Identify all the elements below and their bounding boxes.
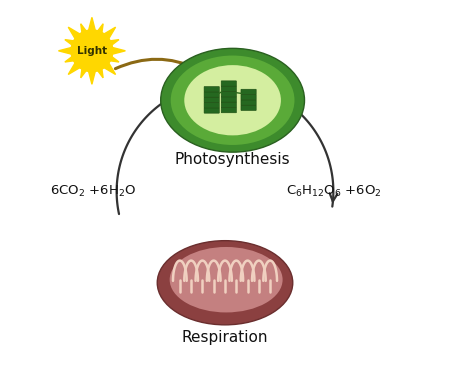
FancyBboxPatch shape	[204, 87, 219, 92]
Polygon shape	[81, 67, 87, 78]
Text: Photosynthesis: Photosynthesis	[175, 152, 290, 167]
Polygon shape	[103, 61, 116, 74]
Ellipse shape	[184, 65, 281, 135]
Polygon shape	[65, 39, 76, 46]
Text: 6CO$_2$ +6H$_2$O: 6CO$_2$ +6H$_2$O	[50, 184, 136, 199]
FancyBboxPatch shape	[204, 92, 219, 97]
FancyBboxPatch shape	[241, 95, 256, 100]
FancyBboxPatch shape	[241, 100, 256, 105]
FancyBboxPatch shape	[204, 97, 219, 103]
FancyBboxPatch shape	[204, 103, 219, 108]
Polygon shape	[68, 27, 81, 40]
FancyBboxPatch shape	[204, 108, 219, 113]
Circle shape	[71, 30, 113, 72]
FancyBboxPatch shape	[241, 89, 256, 95]
FancyBboxPatch shape	[221, 102, 236, 108]
FancyBboxPatch shape	[241, 105, 256, 111]
FancyBboxPatch shape	[221, 86, 236, 92]
Polygon shape	[108, 56, 119, 62]
Polygon shape	[103, 27, 116, 40]
Polygon shape	[88, 17, 96, 32]
Ellipse shape	[170, 247, 283, 313]
Text: Light: Light	[77, 46, 107, 56]
Polygon shape	[97, 24, 103, 34]
Polygon shape	[108, 39, 119, 46]
FancyBboxPatch shape	[221, 81, 236, 86]
Polygon shape	[68, 61, 81, 74]
Ellipse shape	[161, 48, 305, 152]
Ellipse shape	[157, 241, 293, 325]
Text: Respiration: Respiration	[182, 330, 268, 345]
Polygon shape	[97, 67, 103, 78]
Polygon shape	[111, 47, 126, 55]
Polygon shape	[58, 47, 73, 55]
FancyBboxPatch shape	[221, 97, 236, 102]
FancyBboxPatch shape	[221, 108, 236, 113]
Ellipse shape	[171, 56, 294, 145]
Polygon shape	[81, 24, 87, 34]
Text: C$_6$H$_{12}$O$_6$ +6O$_2$: C$_6$H$_{12}$O$_6$ +6O$_2$	[286, 184, 382, 199]
Polygon shape	[88, 70, 96, 84]
FancyBboxPatch shape	[221, 92, 236, 97]
Polygon shape	[65, 56, 76, 62]
